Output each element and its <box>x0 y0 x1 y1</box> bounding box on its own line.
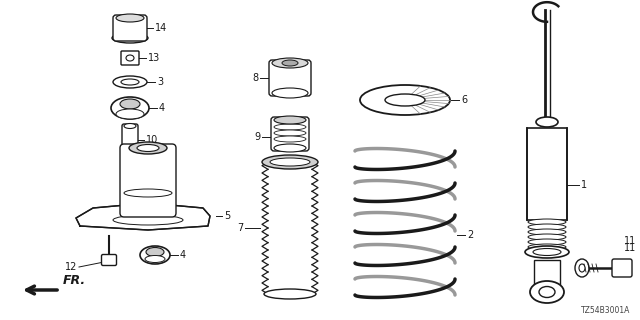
FancyBboxPatch shape <box>269 60 311 96</box>
FancyBboxPatch shape <box>612 259 632 277</box>
Ellipse shape <box>528 229 566 235</box>
FancyBboxPatch shape <box>121 51 139 65</box>
Ellipse shape <box>116 109 144 119</box>
Ellipse shape <box>539 286 555 298</box>
Ellipse shape <box>262 155 318 169</box>
Ellipse shape <box>385 94 425 106</box>
Text: 4: 4 <box>159 103 165 113</box>
Text: 5: 5 <box>224 211 230 221</box>
Text: 1: 1 <box>581 180 587 190</box>
Ellipse shape <box>272 88 308 98</box>
Text: 2: 2 <box>467 230 473 240</box>
Text: 10: 10 <box>146 135 158 145</box>
Ellipse shape <box>120 99 140 109</box>
Ellipse shape <box>274 116 306 124</box>
Text: 9: 9 <box>254 132 260 142</box>
FancyBboxPatch shape <box>271 117 309 151</box>
Ellipse shape <box>124 124 136 129</box>
FancyBboxPatch shape <box>102 254 116 266</box>
Ellipse shape <box>145 255 165 262</box>
Text: 4: 4 <box>180 250 186 260</box>
FancyBboxPatch shape <box>113 15 147 41</box>
Ellipse shape <box>528 234 566 240</box>
Ellipse shape <box>124 151 136 156</box>
FancyBboxPatch shape <box>120 144 176 217</box>
Ellipse shape <box>274 124 306 130</box>
Ellipse shape <box>113 76 147 88</box>
Text: 6: 6 <box>461 95 467 105</box>
Ellipse shape <box>528 224 566 230</box>
Ellipse shape <box>575 259 589 277</box>
Ellipse shape <box>528 244 566 250</box>
Ellipse shape <box>274 130 306 136</box>
Text: FR.: FR. <box>63 274 86 287</box>
Ellipse shape <box>525 246 569 258</box>
Ellipse shape <box>272 58 308 68</box>
Ellipse shape <box>129 142 167 154</box>
Ellipse shape <box>121 79 139 85</box>
Ellipse shape <box>111 97 149 119</box>
Ellipse shape <box>274 144 306 152</box>
Ellipse shape <box>116 14 144 22</box>
Text: 7: 7 <box>237 223 243 233</box>
Ellipse shape <box>360 85 450 115</box>
Text: 3: 3 <box>157 77 163 87</box>
Ellipse shape <box>126 55 134 61</box>
Ellipse shape <box>264 289 316 299</box>
Text: 8: 8 <box>252 73 258 83</box>
Bar <box>534 260 560 285</box>
Ellipse shape <box>140 246 170 264</box>
Text: 11: 11 <box>624 243 636 253</box>
Polygon shape <box>76 203 210 230</box>
Ellipse shape <box>112 33 148 43</box>
Ellipse shape <box>146 247 164 257</box>
FancyBboxPatch shape <box>122 124 138 156</box>
Ellipse shape <box>274 136 306 142</box>
Text: 12: 12 <box>65 262 77 272</box>
Ellipse shape <box>113 215 183 225</box>
Ellipse shape <box>579 264 585 272</box>
Ellipse shape <box>137 145 159 151</box>
Text: 13: 13 <box>148 53 160 63</box>
Ellipse shape <box>528 239 566 245</box>
Ellipse shape <box>528 219 566 225</box>
Text: TZ54B3001A: TZ54B3001A <box>580 306 630 315</box>
Bar <box>527 128 567 220</box>
Ellipse shape <box>533 249 561 255</box>
Ellipse shape <box>270 158 310 166</box>
Ellipse shape <box>536 117 558 127</box>
Text: 11: 11 <box>624 236 636 246</box>
Ellipse shape <box>282 60 298 66</box>
Ellipse shape <box>530 281 564 303</box>
Text: 14: 14 <box>155 23 167 33</box>
Ellipse shape <box>124 189 172 197</box>
